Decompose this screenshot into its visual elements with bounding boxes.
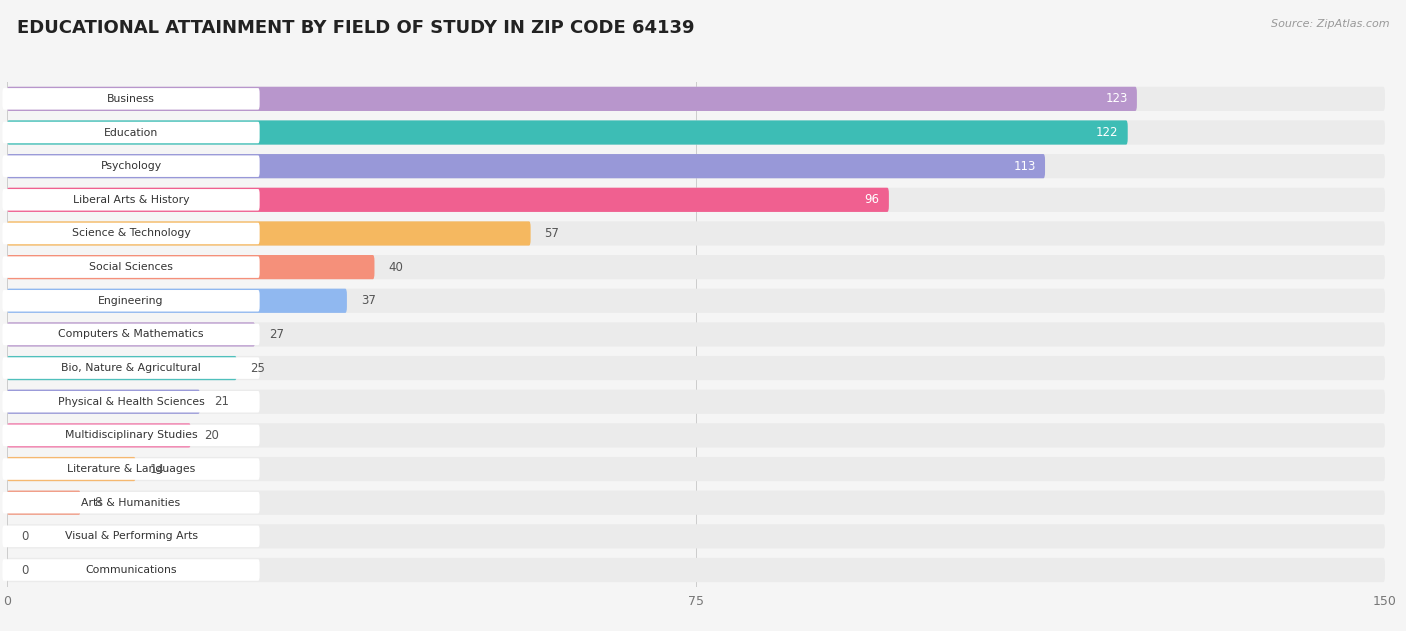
Text: 25: 25 [250, 362, 266, 375]
FancyBboxPatch shape [7, 457, 1385, 481]
FancyBboxPatch shape [3, 155, 260, 177]
FancyBboxPatch shape [7, 558, 1385, 582]
FancyBboxPatch shape [7, 322, 1385, 346]
FancyBboxPatch shape [3, 189, 260, 211]
Text: 0: 0 [21, 530, 28, 543]
Text: Education: Education [104, 127, 157, 138]
FancyBboxPatch shape [7, 423, 1385, 447]
Text: 37: 37 [361, 294, 375, 307]
FancyBboxPatch shape [7, 187, 1385, 212]
Text: 14: 14 [149, 463, 165, 476]
FancyBboxPatch shape [7, 423, 191, 447]
FancyBboxPatch shape [7, 255, 374, 280]
Text: 123: 123 [1105, 92, 1128, 105]
FancyBboxPatch shape [7, 86, 1137, 111]
FancyBboxPatch shape [7, 288, 347, 313]
FancyBboxPatch shape [7, 121, 1385, 144]
FancyBboxPatch shape [7, 154, 1385, 179]
Text: Psychology: Psychology [100, 161, 162, 171]
FancyBboxPatch shape [3, 492, 260, 514]
FancyBboxPatch shape [3, 290, 260, 312]
Text: Visual & Performing Arts: Visual & Performing Arts [65, 531, 197, 541]
FancyBboxPatch shape [7, 389, 200, 414]
FancyBboxPatch shape [7, 288, 1385, 313]
Text: 27: 27 [269, 328, 284, 341]
FancyBboxPatch shape [7, 154, 1045, 179]
Text: Liberal Arts & History: Liberal Arts & History [73, 195, 190, 205]
Text: Science & Technology: Science & Technology [72, 228, 190, 239]
FancyBboxPatch shape [3, 223, 260, 244]
Text: Bio, Nature & Agricultural: Bio, Nature & Agricultural [62, 363, 201, 373]
FancyBboxPatch shape [3, 122, 260, 143]
FancyBboxPatch shape [7, 221, 1385, 245]
FancyBboxPatch shape [7, 356, 236, 380]
FancyBboxPatch shape [7, 121, 1128, 144]
Text: Engineering: Engineering [98, 296, 163, 306]
Text: Communications: Communications [86, 565, 177, 575]
Text: Multidisciplinary Studies: Multidisciplinary Studies [65, 430, 197, 440]
FancyBboxPatch shape [7, 457, 135, 481]
FancyBboxPatch shape [7, 524, 1385, 548]
FancyBboxPatch shape [7, 389, 1385, 414]
FancyBboxPatch shape [3, 324, 260, 345]
Text: Physical & Health Sciences: Physical & Health Sciences [58, 397, 204, 407]
FancyBboxPatch shape [7, 187, 889, 212]
FancyBboxPatch shape [7, 221, 530, 245]
FancyBboxPatch shape [3, 357, 260, 379]
FancyBboxPatch shape [3, 391, 260, 413]
Text: Arts & Humanities: Arts & Humanities [82, 498, 180, 508]
Text: 8: 8 [94, 496, 101, 509]
Text: 0: 0 [21, 563, 28, 577]
Text: Literature & Languages: Literature & Languages [67, 464, 195, 474]
Text: 21: 21 [214, 395, 229, 408]
Text: 113: 113 [1014, 160, 1036, 173]
FancyBboxPatch shape [7, 255, 1385, 280]
Text: 57: 57 [544, 227, 560, 240]
Text: Source: ZipAtlas.com: Source: ZipAtlas.com [1271, 19, 1389, 29]
FancyBboxPatch shape [7, 356, 1385, 380]
Text: 122: 122 [1097, 126, 1119, 139]
FancyBboxPatch shape [3, 458, 260, 480]
FancyBboxPatch shape [3, 559, 260, 581]
Text: 20: 20 [204, 429, 219, 442]
FancyBboxPatch shape [3, 256, 260, 278]
Text: Computers & Mathematics: Computers & Mathematics [58, 329, 204, 339]
Text: Social Sciences: Social Sciences [89, 262, 173, 272]
Text: 40: 40 [388, 261, 404, 274]
FancyBboxPatch shape [7, 490, 80, 515]
FancyBboxPatch shape [7, 322, 254, 346]
Text: 96: 96 [865, 193, 880, 206]
Text: Business: Business [107, 94, 155, 104]
Text: EDUCATIONAL ATTAINMENT BY FIELD OF STUDY IN ZIP CODE 64139: EDUCATIONAL ATTAINMENT BY FIELD OF STUDY… [17, 19, 695, 37]
FancyBboxPatch shape [7, 86, 1385, 111]
FancyBboxPatch shape [3, 425, 260, 446]
FancyBboxPatch shape [3, 526, 260, 547]
FancyBboxPatch shape [3, 88, 260, 110]
FancyBboxPatch shape [7, 490, 1385, 515]
